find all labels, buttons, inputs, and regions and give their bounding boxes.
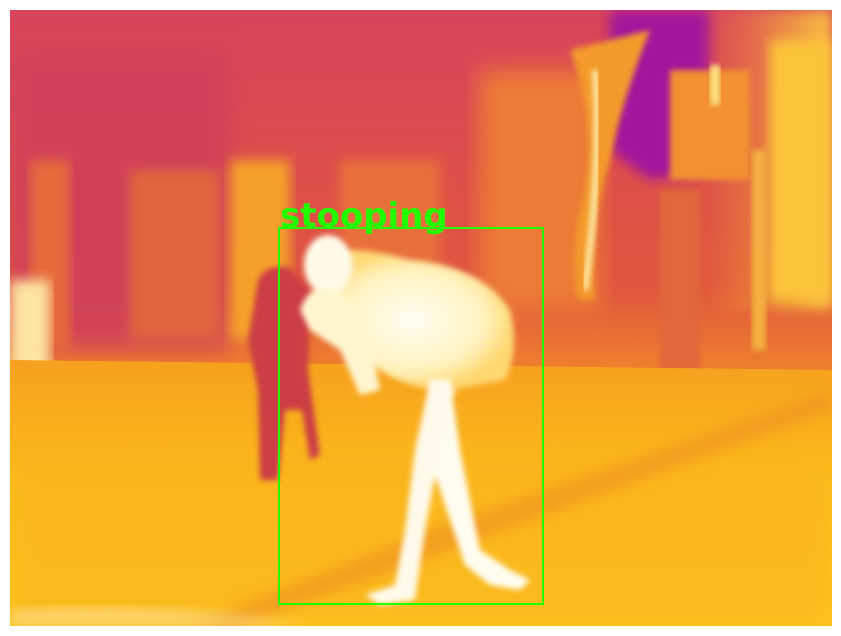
thermal-scene — [10, 10, 832, 626]
stooping-person — [300, 235, 530, 605]
background-person — [248, 266, 320, 480]
detection-bounding-box — [278, 227, 544, 605]
detection-label: stooping — [280, 196, 448, 236]
thermal-image: stooping — [10, 10, 832, 626]
